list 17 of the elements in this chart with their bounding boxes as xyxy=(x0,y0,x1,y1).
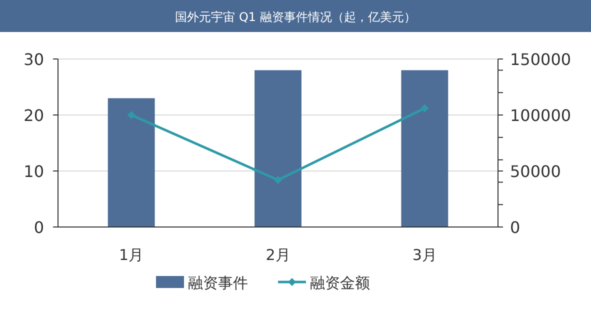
x-tick-label: 1月 xyxy=(119,246,144,264)
y2-tick-label: 100000 xyxy=(510,106,572,125)
y2-tick-label: 0 xyxy=(510,218,520,237)
y-tick-label: 10 xyxy=(24,162,44,181)
point xyxy=(274,176,282,184)
y-tick-label: 0 xyxy=(34,218,44,237)
point xyxy=(420,104,429,112)
y-tick-label: 30 xyxy=(24,50,44,69)
chart-title: 国外元宇宙 Q1 融资事件情况（起，亿美元） xyxy=(175,10,416,24)
y2-tick-label: 50000 xyxy=(510,162,561,181)
legend-label: 融资事件 xyxy=(188,274,248,292)
x-tick-label: 2月 xyxy=(266,246,290,264)
y2-tick-label: 150000 xyxy=(510,50,572,69)
x-tick-label: 3月 xyxy=(412,246,437,264)
point xyxy=(127,111,136,119)
y-tick-label: 20 xyxy=(24,106,44,125)
legend-label: 融资金额 xyxy=(310,274,370,292)
